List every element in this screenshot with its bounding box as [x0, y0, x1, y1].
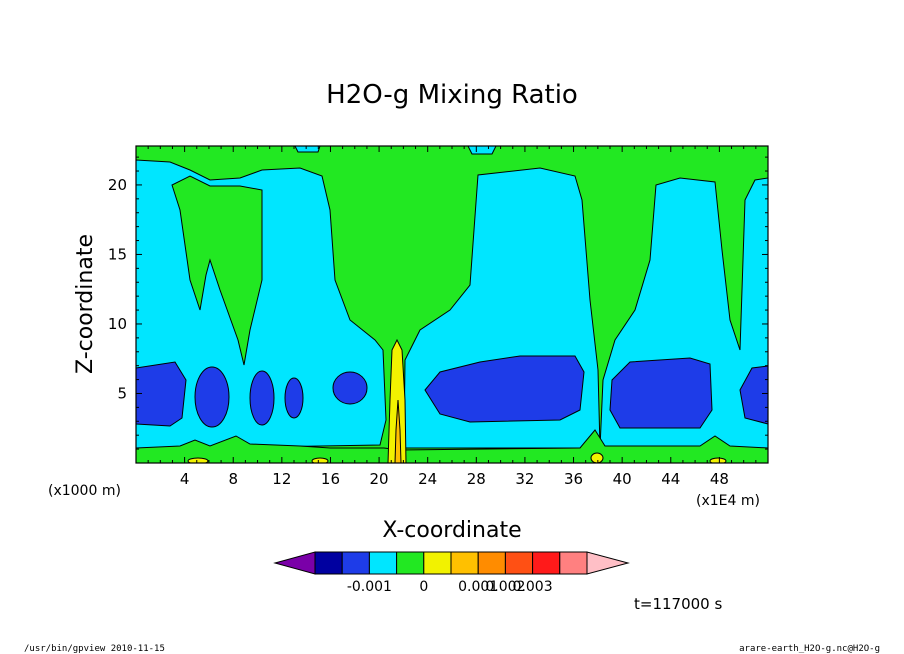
y-tick-label: 20 — [108, 176, 127, 194]
x-tick-label: 24 — [418, 470, 437, 488]
x-unit-label: (x1E4 m) — [696, 493, 760, 509]
colorbar-swatch — [559, 551, 588, 575]
colorbar-label: 0.003 — [513, 579, 553, 595]
x-tick-label: 20 — [370, 470, 389, 488]
y-tick-label: 5 — [117, 384, 127, 402]
blue-cell-5 — [332, 371, 368, 405]
colorbar-upper-arrow — [586, 551, 630, 575]
green-bottom-band — [136, 429, 768, 463]
y-tick-label: 15 — [108, 245, 127, 263]
yellow-blip-1 — [187, 457, 209, 463]
cyan-top-blip-b — [467, 146, 497, 155]
blue-cell-1 — [136, 361, 187, 427]
x-tick-label: 44 — [661, 470, 680, 488]
footer-left: /usr/bin/gpview 2010-11-15 — [24, 644, 165, 654]
x-tick-label: 4 — [180, 470, 190, 488]
colorbar-swatch — [532, 551, 561, 575]
yellow-blip-3 — [590, 452, 604, 463]
colorbar-label: 0 — [419, 579, 428, 595]
y-tick-label: 10 — [108, 315, 127, 333]
green-tongue-a — [171, 175, 263, 366]
colorbar-label: -0.001 — [347, 579, 392, 595]
colorbar-swatch — [423, 551, 452, 575]
x-tick-label: 32 — [515, 470, 534, 488]
y-axis-title: Z-coordinate — [73, 234, 98, 374]
colorbar-swatch — [314, 551, 343, 575]
x-axis-title: X-coordinate — [382, 518, 521, 543]
blue-cell-7 — [609, 357, 713, 429]
colorbar-swatch — [341, 551, 370, 575]
colorbar-lower-arrow — [273, 551, 316, 575]
x-tick-label: 40 — [613, 470, 632, 488]
colorbar-swatch — [368, 551, 398, 575]
chart-title: H2O-g Mixing Ratio — [326, 80, 578, 110]
blue-cell-2 — [194, 366, 230, 428]
yellow-plume — [387, 338, 407, 463]
x-tick-label: 12 — [272, 470, 291, 488]
y-unit-label: (x1000 m) — [48, 483, 121, 499]
blue-cell-8 — [739, 365, 768, 425]
footer-right: arare-earth_H2O-g.nc@H2O-g — [739, 644, 880, 654]
x-axis-ticks: 4 8 12 16 20 24 28 32 36 40 44 48 — [147, 146, 757, 488]
colorbar-swatch — [396, 551, 425, 575]
contour-field — [136, 146, 768, 463]
yellow-blip-4 — [709, 457, 727, 463]
colorbar-swatch — [504, 551, 534, 575]
colorbar-label: 0.001 — [458, 579, 498, 595]
time-annotation: t=117000 s — [634, 595, 722, 613]
colorbar-label: 0.002 — [485, 579, 525, 595]
orange-core — [394, 399, 402, 463]
x-tick-label: 48 — [710, 470, 729, 488]
blue-cell-4 — [284, 377, 304, 419]
colorbar-swatch — [477, 551, 506, 575]
x-tick-label: 8 — [228, 470, 238, 488]
blue-cell-3 — [249, 370, 275, 426]
y-axis-ticks: 5 10 15 20 — [108, 156, 768, 450]
x-tick-label: 28 — [467, 470, 486, 488]
cyan-top-blip-a — [294, 146, 321, 153]
x-tick-label: 36 — [564, 470, 583, 488]
colorbar-swatch — [450, 551, 479, 575]
x-tick-label: 16 — [321, 470, 340, 488]
yellow-blip-2 — [311, 457, 329, 463]
blue-cell-6 — [424, 355, 585, 423]
